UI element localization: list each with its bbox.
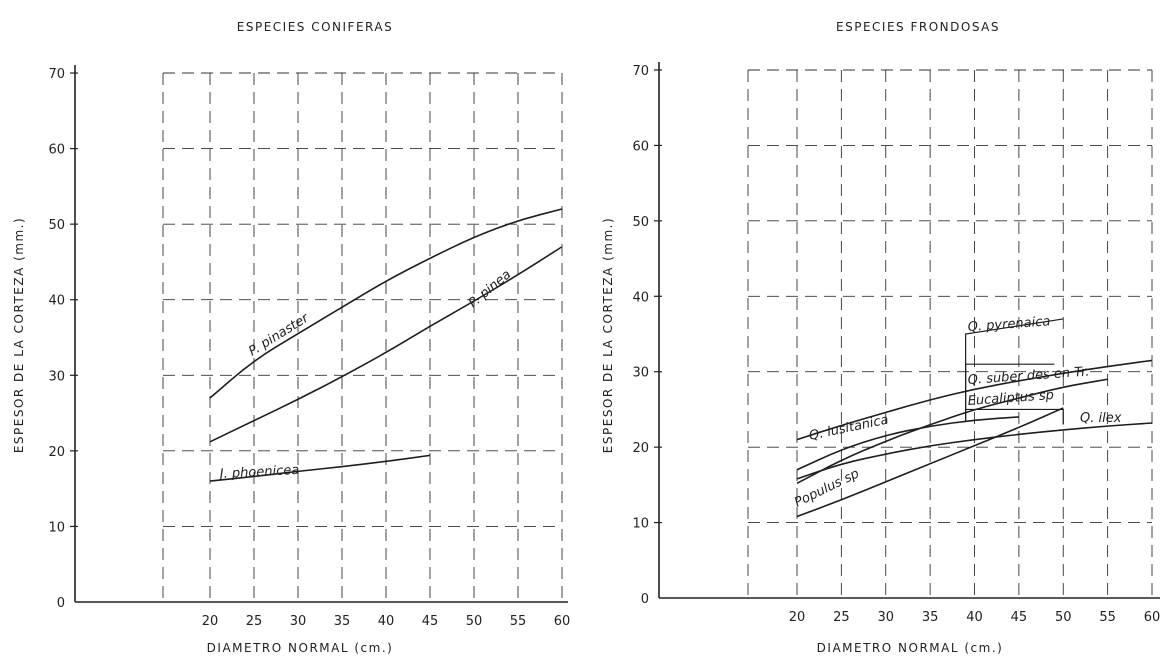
coniferas-y-tick-label: 40 (48, 294, 65, 309)
coniferas-y-tick-label: 30 (48, 369, 65, 384)
coniferas-series-label-p-pinea: P. pinea (466, 267, 514, 311)
frondosas-x-tick-label: 45 (1011, 610, 1028, 625)
frondosas-series-line-q-lusitanica (796, 416, 1019, 471)
coniferas-series-line-p-pinaster (209, 208, 563, 399)
frondosas-series-label-populus-sp: Populus sp (792, 466, 862, 510)
coniferas-series-line-j-phoenicea (209, 454, 431, 482)
frondosas-series-line-eucaliptus-sp (796, 378, 1108, 485)
coniferas-x-tick-label: 30 (290, 614, 307, 629)
coniferas-x-tick-label: 20 (202, 614, 219, 629)
frondosas-title: ESPECIES FRONDOSAS (836, 20, 1000, 34)
frondosas-y-tick-label: 70 (632, 64, 649, 79)
frondosas-series-line-q-ilex (796, 422, 1153, 480)
frondosas-x-tick-label: 50 (1055, 610, 1072, 625)
frondosas-y-axis-label: ESPESOR DE LA CORTEZA (mm.) (601, 217, 615, 453)
coniferas-x-tick-label: 60 (554, 614, 571, 629)
frondosas-y-tick-label: 0 (641, 592, 649, 607)
frondosas-x-tick-label: 35 (922, 610, 939, 625)
frondosas-y-tick-label: 30 (632, 366, 649, 381)
frondosas-series-label-q-suber-des-en-tr: Q. suber des en Tr. (967, 365, 1090, 388)
frondosas-x-tick-label: 55 (1099, 610, 1116, 625)
frondosas-series-line-populus-sp (796, 407, 1064, 518)
coniferas-y-tick-label: 0 (57, 596, 65, 611)
frondosas-x-tick-label: 60 (1144, 610, 1161, 625)
coniferas-x-tick-label: 45 (422, 614, 439, 629)
coniferas-series-label-p-pinaster: P. pinaster (246, 310, 313, 359)
frondosas-y-tick-label: 40 (632, 290, 649, 305)
frondosas-x-axis-label: DIAMETRO NORMAL (cm.) (817, 641, 1004, 655)
frondosas-x-tick-label: 20 (789, 610, 806, 625)
frondosas-series-line-q-suber-des-en-tr (796, 359, 1153, 441)
frondosas-y-tick-label: 20 (632, 441, 649, 456)
frondosas-x-tick-label: 30 (877, 610, 894, 625)
frondosas-series-label-q-pyrenaica: Q. pyrenaica (967, 314, 1051, 335)
coniferas-title: ESPECIES CONIFERAS (237, 20, 393, 34)
frondosas-series-label-eucaliptus-sp: Eucaliptus sp (967, 388, 1054, 409)
coniferas-y-axis-label: ESPESOR DE LA CORTEZA (mm.) (12, 217, 26, 453)
coniferas-x-tick-label: 55 (510, 614, 527, 629)
frondosas-x-tick-label: 25 (833, 610, 850, 625)
coniferas-x-tick-label: 25 (246, 614, 263, 629)
frondosas-x-tick-label: 40 (966, 610, 983, 625)
frondosas-leader-eucaliptus-sp (965, 408, 1064, 425)
coniferas-y-tick-label: 60 (48, 143, 65, 158)
frondosas-leader-q-suber-des-en-tr (965, 363, 1055, 420)
frondosas-series-label-q-lusitanica: Q. lusitanica (808, 412, 890, 443)
coniferas-x-axis-label: DIAMETRO NORMAL (cm.) (207, 641, 394, 655)
frondosas-y-tick-label: 50 (632, 215, 649, 230)
frondosas-y-tick-label: 10 (632, 517, 649, 532)
coniferas-x-tick-label: 35 (334, 614, 351, 629)
coniferas-y-tick-label: 10 (48, 520, 65, 535)
coniferas-y-tick-label: 20 (48, 445, 65, 460)
coniferas-y-tick-label: 50 (48, 218, 65, 233)
coniferas-y-tick-label: 70 (48, 67, 65, 82)
frondosas-series-label-q-ilex: Q. ilex (1080, 411, 1122, 426)
coniferas-x-tick-label: 40 (378, 614, 395, 629)
frondosas-y-tick-label: 60 (632, 139, 649, 154)
coniferas-series-label-j-phoenicea: J. phoenicea (216, 463, 299, 482)
coniferas-series-line-p-pinea (209, 246, 563, 443)
coniferas-x-tick-label: 50 (466, 614, 483, 629)
